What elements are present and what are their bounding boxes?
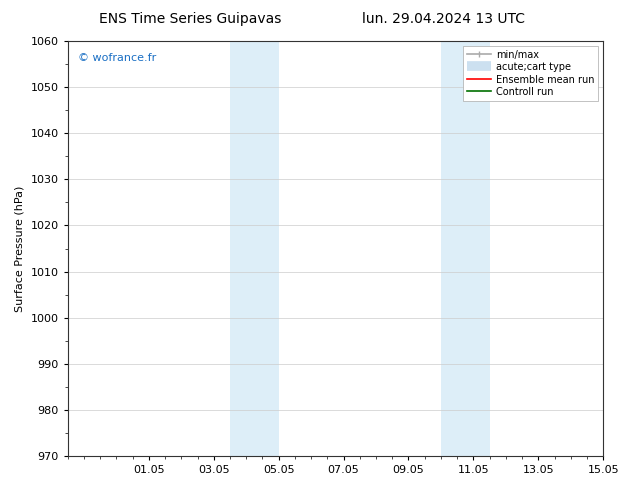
Legend: min/max, acute;cart type, Ensemble mean run, Controll run: min/max, acute;cart type, Ensemble mean … (463, 46, 598, 101)
Bar (254, 41, 279, 456)
Bar (441, 41, 465, 456)
Text: © wofrance.fr: © wofrance.fr (79, 53, 157, 64)
Text: ENS Time Series Guipavas: ENS Time Series Guipavas (99, 12, 281, 26)
Y-axis label: Surface Pressure (hPa): Surface Pressure (hPa) (15, 185, 25, 312)
Text: lun. 29.04.2024 13 UTC: lun. 29.04.2024 13 UTC (362, 12, 526, 26)
Bar (465, 41, 489, 456)
Bar (230, 41, 254, 456)
